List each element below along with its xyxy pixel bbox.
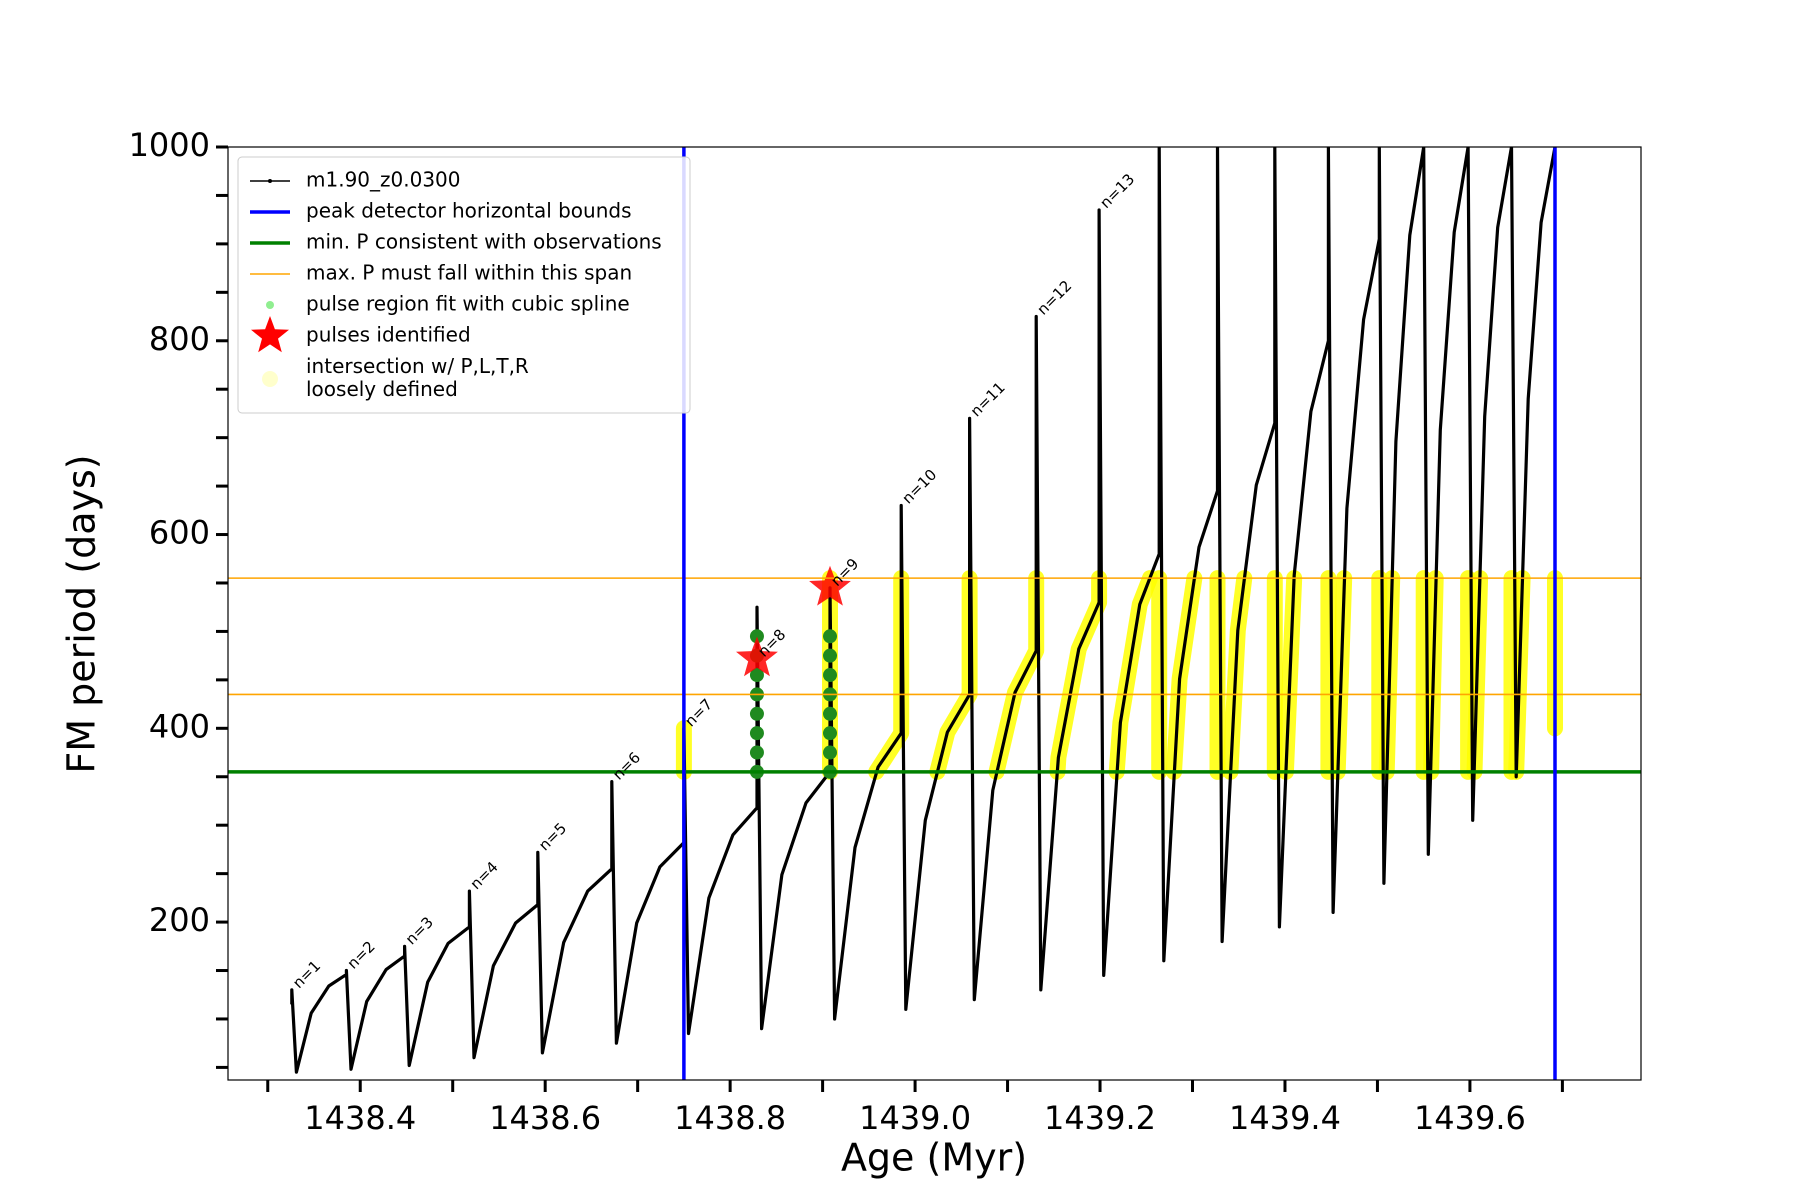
spline-point xyxy=(749,706,764,721)
y-tick-label: 600 xyxy=(149,514,210,552)
pulse-star xyxy=(736,636,778,677)
legend-label: intersection w/ P,L,T,R loosely defined xyxy=(306,354,529,401)
x-tick-label: 1439.2 xyxy=(1044,1099,1156,1137)
spline-point xyxy=(823,745,838,760)
legend-marker xyxy=(251,316,289,353)
axes: 1438.4 1438.6 1438.8 1439.0 1439.2 1439.4 1439… xyxy=(129,126,1564,1137)
legend-box xyxy=(237,156,691,414)
x-tick-label: 1438.8 xyxy=(674,1099,786,1137)
x-axis-label: Age (Myr) xyxy=(841,1136,1027,1180)
x-tick-label: 1438.4 xyxy=(304,1099,416,1137)
legend-label: m1.90_z0.0300 xyxy=(306,168,461,192)
y-tick-label: 200 xyxy=(149,901,210,939)
period-line xyxy=(290,147,1557,1074)
x-tick-label: 1439.6 xyxy=(1414,1099,1526,1137)
legend-label: pulse region fit with cubic spline xyxy=(306,292,630,316)
legend-label: pulses identified xyxy=(306,323,471,347)
spline-point xyxy=(823,668,838,683)
legend-label: peak detector horizontal bounds xyxy=(306,199,632,223)
y-axis-label: FM period (days) xyxy=(60,454,104,773)
spline-point xyxy=(749,668,764,683)
spline-point xyxy=(823,629,838,644)
legend-marker xyxy=(262,371,278,387)
y-tick-label: 400 xyxy=(149,707,210,745)
axes-frame xyxy=(227,146,1642,1081)
legend-marker xyxy=(266,301,274,309)
x-tick-label: 1438.6 xyxy=(489,1099,601,1137)
y-tick-label: 800 xyxy=(149,320,210,358)
plot-area: n=1n=2n=3n=4n=5n=6n=7n=8n=9n=10n=11n=12n… xyxy=(228,147,1641,1080)
y-tick-label: 1000 xyxy=(129,126,210,164)
spline-point xyxy=(823,648,838,663)
spline-point xyxy=(823,726,838,741)
legend-marker-dot xyxy=(268,179,272,183)
spline-point xyxy=(749,726,764,741)
x-tick-label: 1439.0 xyxy=(859,1099,971,1137)
spline-point xyxy=(749,745,764,760)
pulse-star xyxy=(809,565,851,606)
spline-point xyxy=(823,706,838,721)
legend-label: min. P consistent with observations xyxy=(306,230,662,254)
legend-label: max. P must fall within this span xyxy=(306,261,632,285)
x-tick-label: 1439.4 xyxy=(1229,1099,1341,1137)
spline-point xyxy=(749,629,764,644)
